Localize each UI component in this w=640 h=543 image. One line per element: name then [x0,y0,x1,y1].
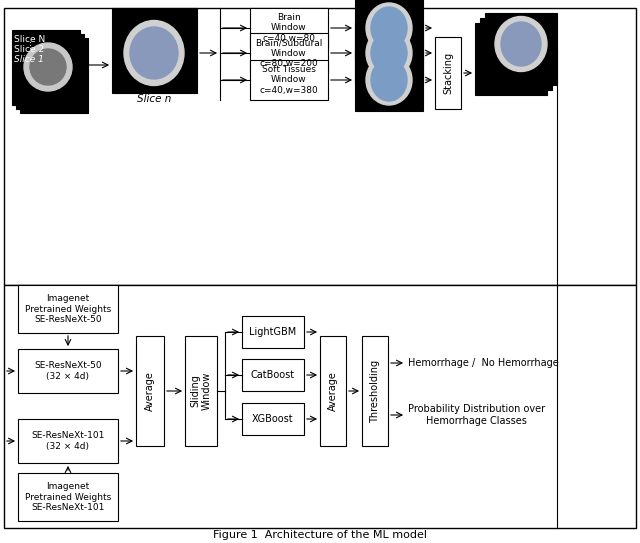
Text: Slice N: Slice N [14,35,45,43]
Text: XGBoost: XGBoost [252,414,294,424]
Text: Figure 1  Architecture of the ML model: Figure 1 Architecture of the ML model [213,530,427,540]
Bar [18,285,118,333]
Text: Slice 2: Slice 2 [14,45,44,54]
Bar [4,285,636,528]
Text: Hemorrhage /  No Hemorrhage: Hemorrhage / No Hemorrhage [408,358,559,368]
Text: Brain
Window
c=40,w=80: Brain Window c=40,w=80 [262,13,316,43]
Bar [250,60,328,100]
Bar [355,0,423,59]
Bar [112,8,197,93]
Bar [250,33,328,73]
Text: Brain/Subdural
Window
c=80,w=200: Brain/Subdural Window c=80,w=200 [255,38,323,68]
Bar [485,13,557,85]
Text: CatBoost: CatBoost [251,370,295,380]
Bar [18,473,118,521]
Ellipse shape [366,55,412,105]
Bar [320,336,346,446]
Bar [250,8,328,48]
Text: Average: Average [145,371,155,411]
Bar [20,38,88,113]
Bar [242,403,304,435]
Text: Imagenet
Pretrained Weights
SE-ResNeXt-101: Imagenet Pretrained Weights SE-ResNeXt-1… [25,482,111,512]
Bar [242,359,304,391]
Text: Soft Tissues
Window
c=40,w=380: Soft Tissues Window c=40,w=380 [260,65,318,95]
Bar [355,49,423,111]
Ellipse shape [124,21,184,85]
Bar [242,316,304,348]
Bar [435,37,461,109]
Ellipse shape [371,59,407,101]
Bar [475,23,547,95]
Bar [136,336,164,446]
Text: SE-ResNeXt-50
(32 × 4d): SE-ResNeXt-50 (32 × 4d) [34,361,102,381]
Bar [480,18,552,90]
Text: Sliding
Window: Sliding Window [190,372,212,410]
Ellipse shape [24,43,72,91]
Bar [4,8,636,285]
Ellipse shape [371,32,407,74]
Text: ···: ··· [26,40,36,48]
Ellipse shape [371,7,407,49]
Text: Average: Average [328,371,338,411]
Text: Slice n: Slice n [137,94,171,104]
Ellipse shape [130,27,178,79]
Text: SE-ResNeXt-101
(32 × 4d): SE-ResNeXt-101 (32 × 4d) [31,431,105,451]
Text: Thresholding: Thresholding [370,359,380,422]
Ellipse shape [30,49,66,85]
Text: LightGBM: LightGBM [250,327,296,337]
Bar [185,336,217,446]
Bar [16,34,84,109]
Bar [18,419,118,463]
Ellipse shape [495,16,547,72]
Bar [18,349,118,393]
Text: Imagenet
Pretrained Weights
SE-ResNeXt-50: Imagenet Pretrained Weights SE-ResNeXt-5… [25,294,111,324]
Ellipse shape [501,22,541,66]
Bar [355,22,423,84]
Text: Slice 1: Slice 1 [14,54,44,64]
Ellipse shape [366,3,412,53]
Ellipse shape [366,28,412,78]
Text: Probability Distribution over
Hemorrhage Classes: Probability Distribution over Hemorrhage… [408,404,545,426]
Bar [362,336,388,446]
Bar [12,30,80,105]
Text: Stacking: Stacking [443,52,453,94]
